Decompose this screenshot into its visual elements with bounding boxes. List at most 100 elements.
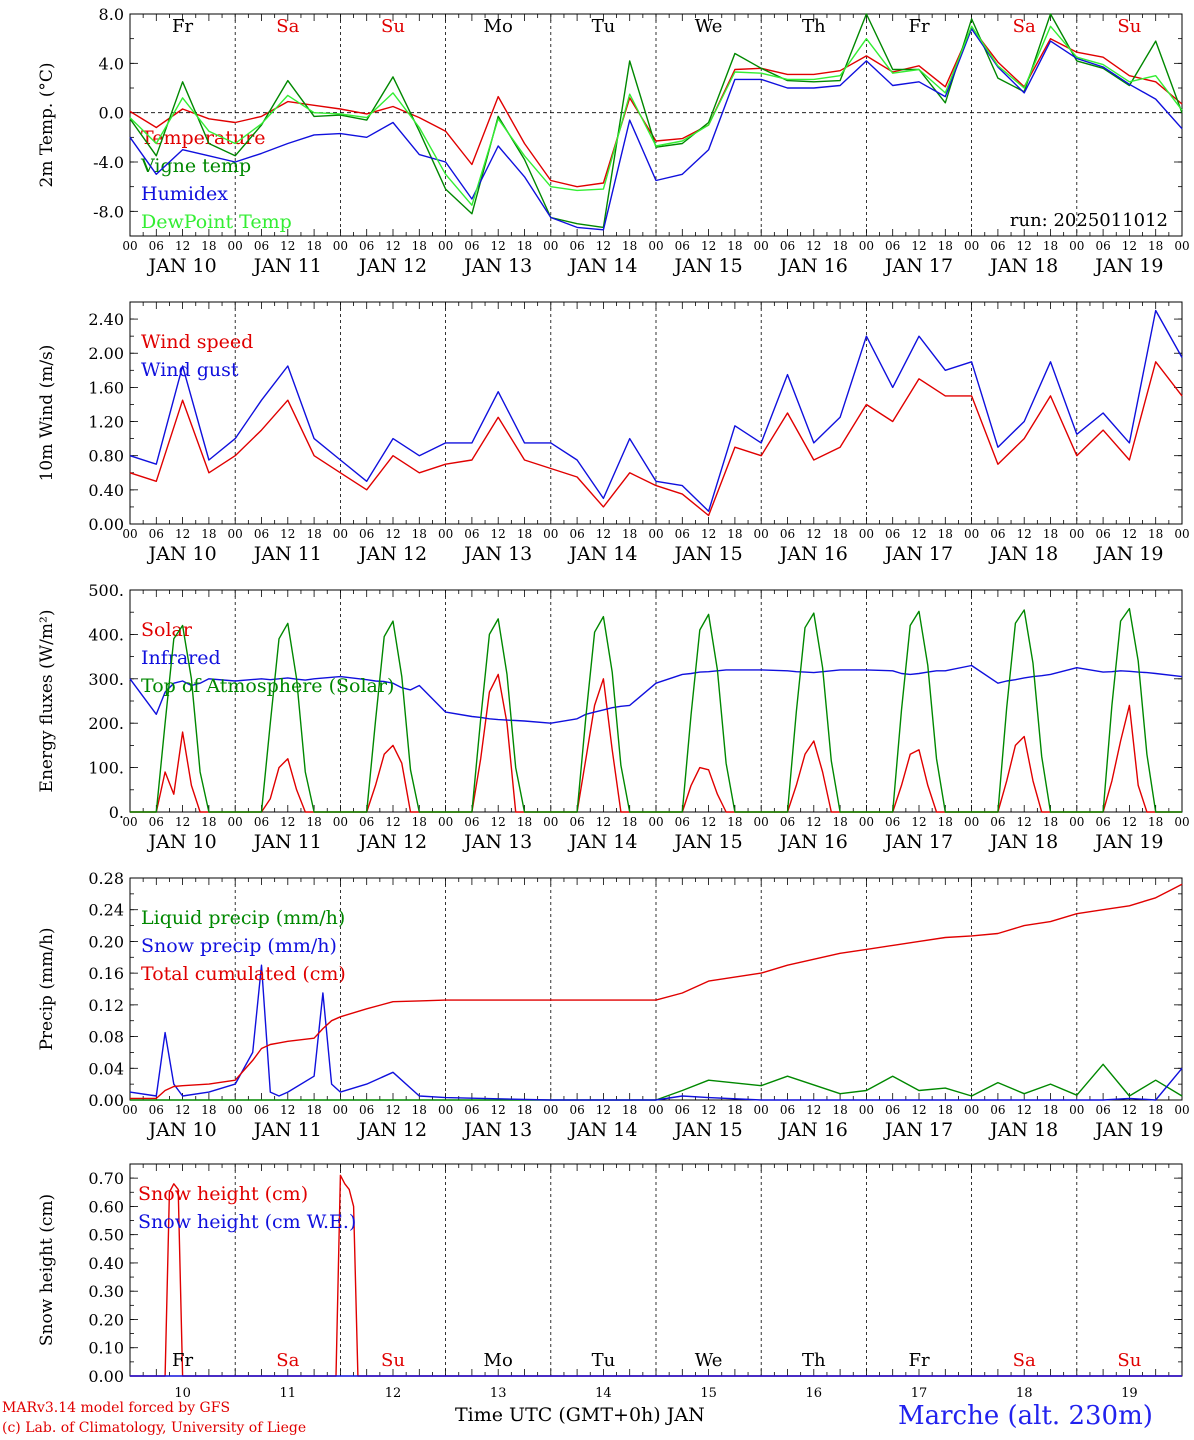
hour-tick-label: 18 — [622, 239, 637, 253]
y-tick-label: 0.00 — [88, 515, 124, 534]
hour-tick-label: 12 — [1122, 527, 1137, 541]
day-date-label: JAN 12 — [357, 1119, 427, 1141]
hour-tick-label: 06 — [675, 1103, 690, 1117]
weekday-label: Fr — [908, 1350, 929, 1371]
hour-tick-label: 18 — [517, 1103, 532, 1117]
hour-tick-label: 12 — [1017, 1103, 1032, 1117]
day-date-label: JAN 17 — [883, 831, 953, 853]
hour-tick-label: 00 — [648, 239, 663, 253]
day-date-label: JAN 19 — [1093, 543, 1163, 565]
hour-tick-label: 18 — [306, 815, 321, 829]
hour-tick-label: 00 — [543, 239, 558, 253]
hour-tick-label: 00 — [754, 527, 769, 541]
day-date-label: JAN 11 — [252, 255, 322, 277]
hour-tick-label: 00 — [859, 1103, 874, 1117]
series-line-4-1 — [130, 1063, 1183, 1101]
hour-tick-label: 06 — [149, 1103, 164, 1117]
legend-entry: Top of Atmosphere (Solar) — [141, 675, 394, 697]
hour-tick-label: 00 — [1174, 239, 1189, 253]
y-tick-label: 2.00 — [88, 344, 124, 363]
hour-tick-label: 06 — [1095, 815, 1110, 829]
hour-tick-label: 06 — [1095, 1103, 1110, 1117]
hour-tick-label: 12 — [806, 527, 821, 541]
y-tick-label: 0.10 — [88, 1339, 124, 1358]
day-date-label: JAN 10 — [147, 255, 217, 277]
day-date-label: JAN 14 — [567, 255, 637, 277]
y-tick-label: 0.04 — [88, 1059, 124, 1078]
weekday-label: Tu — [592, 1350, 616, 1371]
weekday-label: Su — [1117, 16, 1141, 37]
hour-tick-label: 12 — [701, 527, 716, 541]
hour-tick-label: 06 — [675, 815, 690, 829]
hour-tick-label: 06 — [254, 815, 269, 829]
hour-tick-label: 18 — [622, 815, 637, 829]
hour-tick-label: 06 — [780, 1103, 795, 1117]
hour-tick-label: 18 — [832, 239, 847, 253]
hour-tick-label: 18 — [517, 239, 532, 253]
hour-tick-label: 18 — [938, 527, 953, 541]
hour-tick-label: 18 — [1043, 815, 1058, 829]
day-date-label: JAN 10 — [147, 831, 217, 853]
legend-entry: Wind gust — [141, 359, 239, 381]
hour-tick-label: 06 — [885, 1103, 900, 1117]
lab-credit: (c) Lab. of Climatology, University of L… — [2, 1420, 307, 1436]
y-tick-label: 0. — [109, 803, 124, 822]
hour-tick-label: 12 — [280, 1103, 295, 1117]
hour-tick-label: 18 — [306, 1103, 321, 1117]
hour-tick-label: 12 — [1017, 527, 1032, 541]
hour-tick-label: 12 — [1017, 239, 1032, 253]
series-line-4-2 — [129, 964, 1183, 1101]
day-date-label: JAN 13 — [462, 255, 532, 277]
hour-tick-label: 00 — [1174, 815, 1189, 829]
y-tick-label: 0.50 — [88, 1226, 124, 1245]
hour-tick-label: 12 — [911, 815, 926, 829]
day-number-label: 16 — [806, 1386, 823, 1401]
weekday-label: Sa — [276, 16, 299, 37]
hour-tick-label: 00 — [754, 1103, 769, 1117]
y-axis-label: Energy fluxes (W/m²) — [37, 610, 57, 793]
hour-tick-label: 06 — [149, 239, 164, 253]
hour-tick-label: 00 — [228, 1103, 243, 1117]
hour-tick-label: 12 — [596, 239, 611, 253]
hour-tick-label: 06 — [359, 815, 374, 829]
hour-tick-label: 18 — [201, 815, 216, 829]
hour-tick-label: 12 — [806, 1103, 821, 1117]
hour-tick-label: 00 — [333, 239, 348, 253]
series-line-3-2 — [129, 664, 1183, 724]
day-number-label: 11 — [280, 1386, 297, 1401]
y-tick-label: 0.80 — [88, 447, 124, 466]
y-tick-label: 0.20 — [88, 932, 124, 951]
day-date-label: JAN 15 — [673, 831, 743, 853]
day-date-label: JAN 13 — [462, 543, 532, 565]
hour-tick-label: 00 — [333, 1103, 348, 1117]
y-tick-label: 4.0 — [99, 54, 124, 73]
hour-tick-label: 06 — [359, 1103, 374, 1117]
hour-tick-label: 06 — [149, 815, 164, 829]
hour-tick-label: 06 — [464, 1103, 479, 1117]
hour-tick-label: 06 — [359, 527, 374, 541]
hour-tick-label: 00 — [543, 815, 558, 829]
hour-tick-label: 12 — [911, 239, 926, 253]
series-line-1-3 — [129, 28, 1183, 231]
day-number-label: 14 — [595, 1386, 612, 1401]
hour-tick-label: 18 — [306, 527, 321, 541]
hour-tick-label: 00 — [122, 815, 137, 829]
day-date-label: JAN 11 — [252, 543, 322, 565]
day-date-label: JAN 16 — [778, 255, 848, 277]
hour-tick-label: 12 — [701, 239, 716, 253]
y-tick-label: 0.0 — [99, 104, 124, 123]
hour-tick-label: 18 — [201, 239, 216, 253]
weekday-label: We — [695, 1350, 723, 1371]
hour-tick-label: 12 — [1122, 1103, 1137, 1117]
hour-tick-label: 12 — [911, 1103, 926, 1117]
hour-tick-label: 12 — [385, 527, 400, 541]
series-line-1-2 — [129, 13, 1183, 229]
day-date-label: JAN 15 — [673, 255, 743, 277]
weekday-label: Sa — [1013, 1350, 1036, 1371]
hour-tick-label: 06 — [464, 815, 479, 829]
hour-tick-label: 00 — [333, 815, 348, 829]
hour-tick-label: 06 — [675, 239, 690, 253]
day-date-label: JAN 19 — [1093, 1119, 1163, 1141]
hour-tick-label: 00 — [543, 1103, 558, 1117]
hour-tick-label: 00 — [1069, 1103, 1084, 1117]
